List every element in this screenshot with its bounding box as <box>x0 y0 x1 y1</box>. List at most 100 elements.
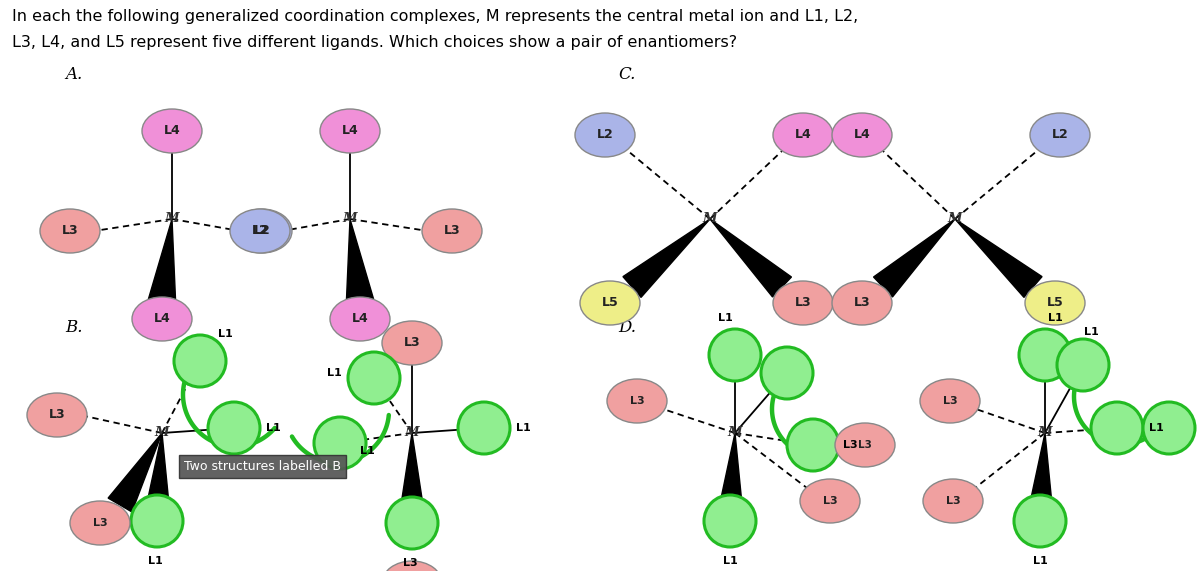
Text: L3: L3 <box>444 224 461 238</box>
Text: D.: D. <box>618 319 636 336</box>
Ellipse shape <box>920 379 980 423</box>
Text: L1: L1 <box>1150 423 1164 433</box>
Text: L1: L1 <box>722 556 737 566</box>
Text: L2: L2 <box>252 224 269 238</box>
Circle shape <box>314 417 366 469</box>
Ellipse shape <box>382 321 442 365</box>
Text: M: M <box>155 427 169 440</box>
Text: L4: L4 <box>352 312 368 325</box>
Circle shape <box>1019 329 1072 381</box>
Text: L1: L1 <box>1084 327 1098 337</box>
Text: L4: L4 <box>794 128 811 142</box>
Polygon shape <box>398 433 426 523</box>
Text: L1: L1 <box>516 423 530 433</box>
Text: L1: L1 <box>148 556 162 566</box>
Polygon shape <box>716 433 744 522</box>
Circle shape <box>761 347 814 399</box>
Text: L3: L3 <box>853 296 870 309</box>
Ellipse shape <box>28 393 88 437</box>
Ellipse shape <box>607 379 667 423</box>
Polygon shape <box>710 219 792 297</box>
Ellipse shape <box>835 423 895 467</box>
Circle shape <box>458 402 510 454</box>
Text: C.: C. <box>618 66 635 83</box>
Text: L5: L5 <box>1046 296 1063 309</box>
Text: L2: L2 <box>596 128 613 142</box>
Ellipse shape <box>330 297 390 341</box>
Ellipse shape <box>1025 281 1085 325</box>
Text: L1: L1 <box>1033 556 1048 566</box>
Ellipse shape <box>800 479 860 523</box>
Polygon shape <box>347 219 373 303</box>
Text: L1: L1 <box>328 368 342 378</box>
Text: L3: L3 <box>61 224 78 238</box>
Ellipse shape <box>832 113 892 157</box>
Ellipse shape <box>320 109 380 153</box>
Text: L4: L4 <box>163 124 180 138</box>
Text: L3: L3 <box>403 336 420 349</box>
Text: M: M <box>1038 427 1052 440</box>
Circle shape <box>1014 495 1066 547</box>
Ellipse shape <box>580 281 640 325</box>
Circle shape <box>348 352 400 404</box>
Text: L1: L1 <box>1048 313 1062 323</box>
Text: L3: L3 <box>630 396 644 406</box>
Circle shape <box>704 495 756 547</box>
Circle shape <box>787 419 839 471</box>
Ellipse shape <box>232 209 292 253</box>
Text: Two structures labelled B: Two structures labelled B <box>184 460 341 472</box>
Text: L1: L1 <box>218 329 233 339</box>
Circle shape <box>1091 402 1142 454</box>
Text: L3: L3 <box>842 440 858 450</box>
Ellipse shape <box>1030 113 1090 157</box>
Ellipse shape <box>382 561 442 571</box>
Text: L3: L3 <box>823 496 838 506</box>
Circle shape <box>1142 402 1195 454</box>
Text: M: M <box>727 427 743 440</box>
Ellipse shape <box>40 209 100 253</box>
Text: L2: L2 <box>1051 128 1068 142</box>
Ellipse shape <box>773 281 833 325</box>
Polygon shape <box>143 433 170 522</box>
Ellipse shape <box>70 501 130 545</box>
Text: B.: B. <box>65 319 83 336</box>
Ellipse shape <box>575 113 635 157</box>
Text: L3: L3 <box>858 440 872 450</box>
Text: L3: L3 <box>403 558 418 568</box>
Text: M: M <box>343 212 358 226</box>
Polygon shape <box>149 219 175 303</box>
Text: L1: L1 <box>360 446 374 456</box>
Polygon shape <box>874 219 955 297</box>
Text: L1: L1 <box>266 423 281 433</box>
Text: M: M <box>164 212 179 226</box>
Ellipse shape <box>132 297 192 341</box>
Polygon shape <box>1026 433 1054 522</box>
Polygon shape <box>623 219 710 297</box>
Text: L3, L4, and L5 represent five different ligands. Which choices show a pair of en: L3, L4, and L5 represent five different … <box>12 35 737 50</box>
Circle shape <box>131 495 182 547</box>
Text: L1: L1 <box>718 313 732 323</box>
Circle shape <box>1057 339 1109 391</box>
Polygon shape <box>108 433 162 512</box>
Text: M: M <box>703 212 718 226</box>
Text: L5: L5 <box>601 296 618 309</box>
Polygon shape <box>955 219 1042 297</box>
Ellipse shape <box>230 209 290 253</box>
Circle shape <box>709 329 761 381</box>
Text: In each the following generalized coordination complexes, M represents the centr: In each the following generalized coordi… <box>12 9 858 24</box>
Text: L4: L4 <box>342 124 359 138</box>
Text: L3: L3 <box>794 296 811 309</box>
Text: L4: L4 <box>853 128 870 142</box>
Ellipse shape <box>422 209 482 253</box>
Ellipse shape <box>923 479 983 523</box>
Text: M: M <box>404 427 419 440</box>
Circle shape <box>386 497 438 549</box>
Text: L3: L3 <box>946 496 960 506</box>
Circle shape <box>208 402 260 454</box>
Text: M: M <box>948 212 962 226</box>
Ellipse shape <box>142 109 202 153</box>
Text: L2: L2 <box>253 224 270 238</box>
Text: A.: A. <box>65 66 83 83</box>
Text: L4: L4 <box>154 312 170 325</box>
Text: L3: L3 <box>943 396 958 406</box>
